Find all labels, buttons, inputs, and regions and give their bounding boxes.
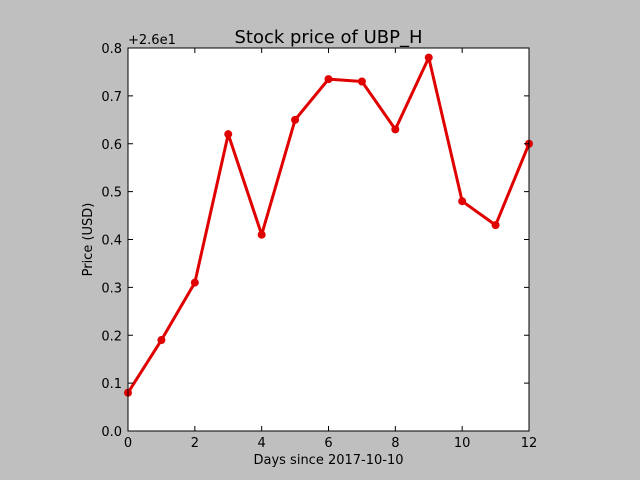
y-tick-label: 0.8 (101, 42, 122, 57)
data-point (224, 130, 233, 139)
y-tick-label: 0.7 (101, 90, 122, 105)
x-axis-ticks: 0 2 4 6 8 10 12 (124, 48, 537, 451)
x-tick-label: 2 (191, 436, 199, 451)
x-axis-label: Days since 2017-10-10 (253, 453, 403, 468)
data-point (491, 221, 500, 230)
y-tick-label: 0.2 (101, 329, 122, 344)
data-point (324, 75, 333, 84)
y-axis-ticks: 0.0 0.1 0.2 0.3 0.4 0.5 0.6 0.7 0.8 (101, 42, 529, 440)
data-point (157, 336, 166, 345)
data-point (291, 115, 300, 124)
data-point (257, 230, 266, 239)
y-offset-label: +2.6e1 (128, 33, 176, 48)
x-tick-label: 8 (391, 436, 399, 451)
y-tick-label: 0.0 (101, 425, 122, 440)
x-tick-label: 6 (324, 436, 332, 451)
y-tick-label: 0.4 (101, 234, 122, 249)
data-point (458, 197, 467, 206)
x-tick-label: 10 (454, 436, 471, 451)
data-point (357, 77, 366, 86)
plot-area (128, 48, 529, 431)
y-tick-label: 0.5 (101, 186, 122, 201)
y-tick-label: 0.3 (101, 281, 122, 296)
x-tick-label: 12 (521, 436, 538, 451)
y-tick-label: 0.6 (101, 138, 122, 153)
series-layer (124, 53, 533, 397)
data-point (190, 278, 199, 287)
y-tick-label: 0.1 (101, 377, 122, 392)
y-axis-label: Price (USD) (81, 203, 96, 277)
chart-title: Stock price of UBP_H (234, 27, 422, 48)
x-tick-label: 0 (124, 436, 132, 451)
x-tick-label: 4 (258, 436, 266, 451)
data-point (391, 125, 400, 134)
data-point (424, 53, 433, 62)
